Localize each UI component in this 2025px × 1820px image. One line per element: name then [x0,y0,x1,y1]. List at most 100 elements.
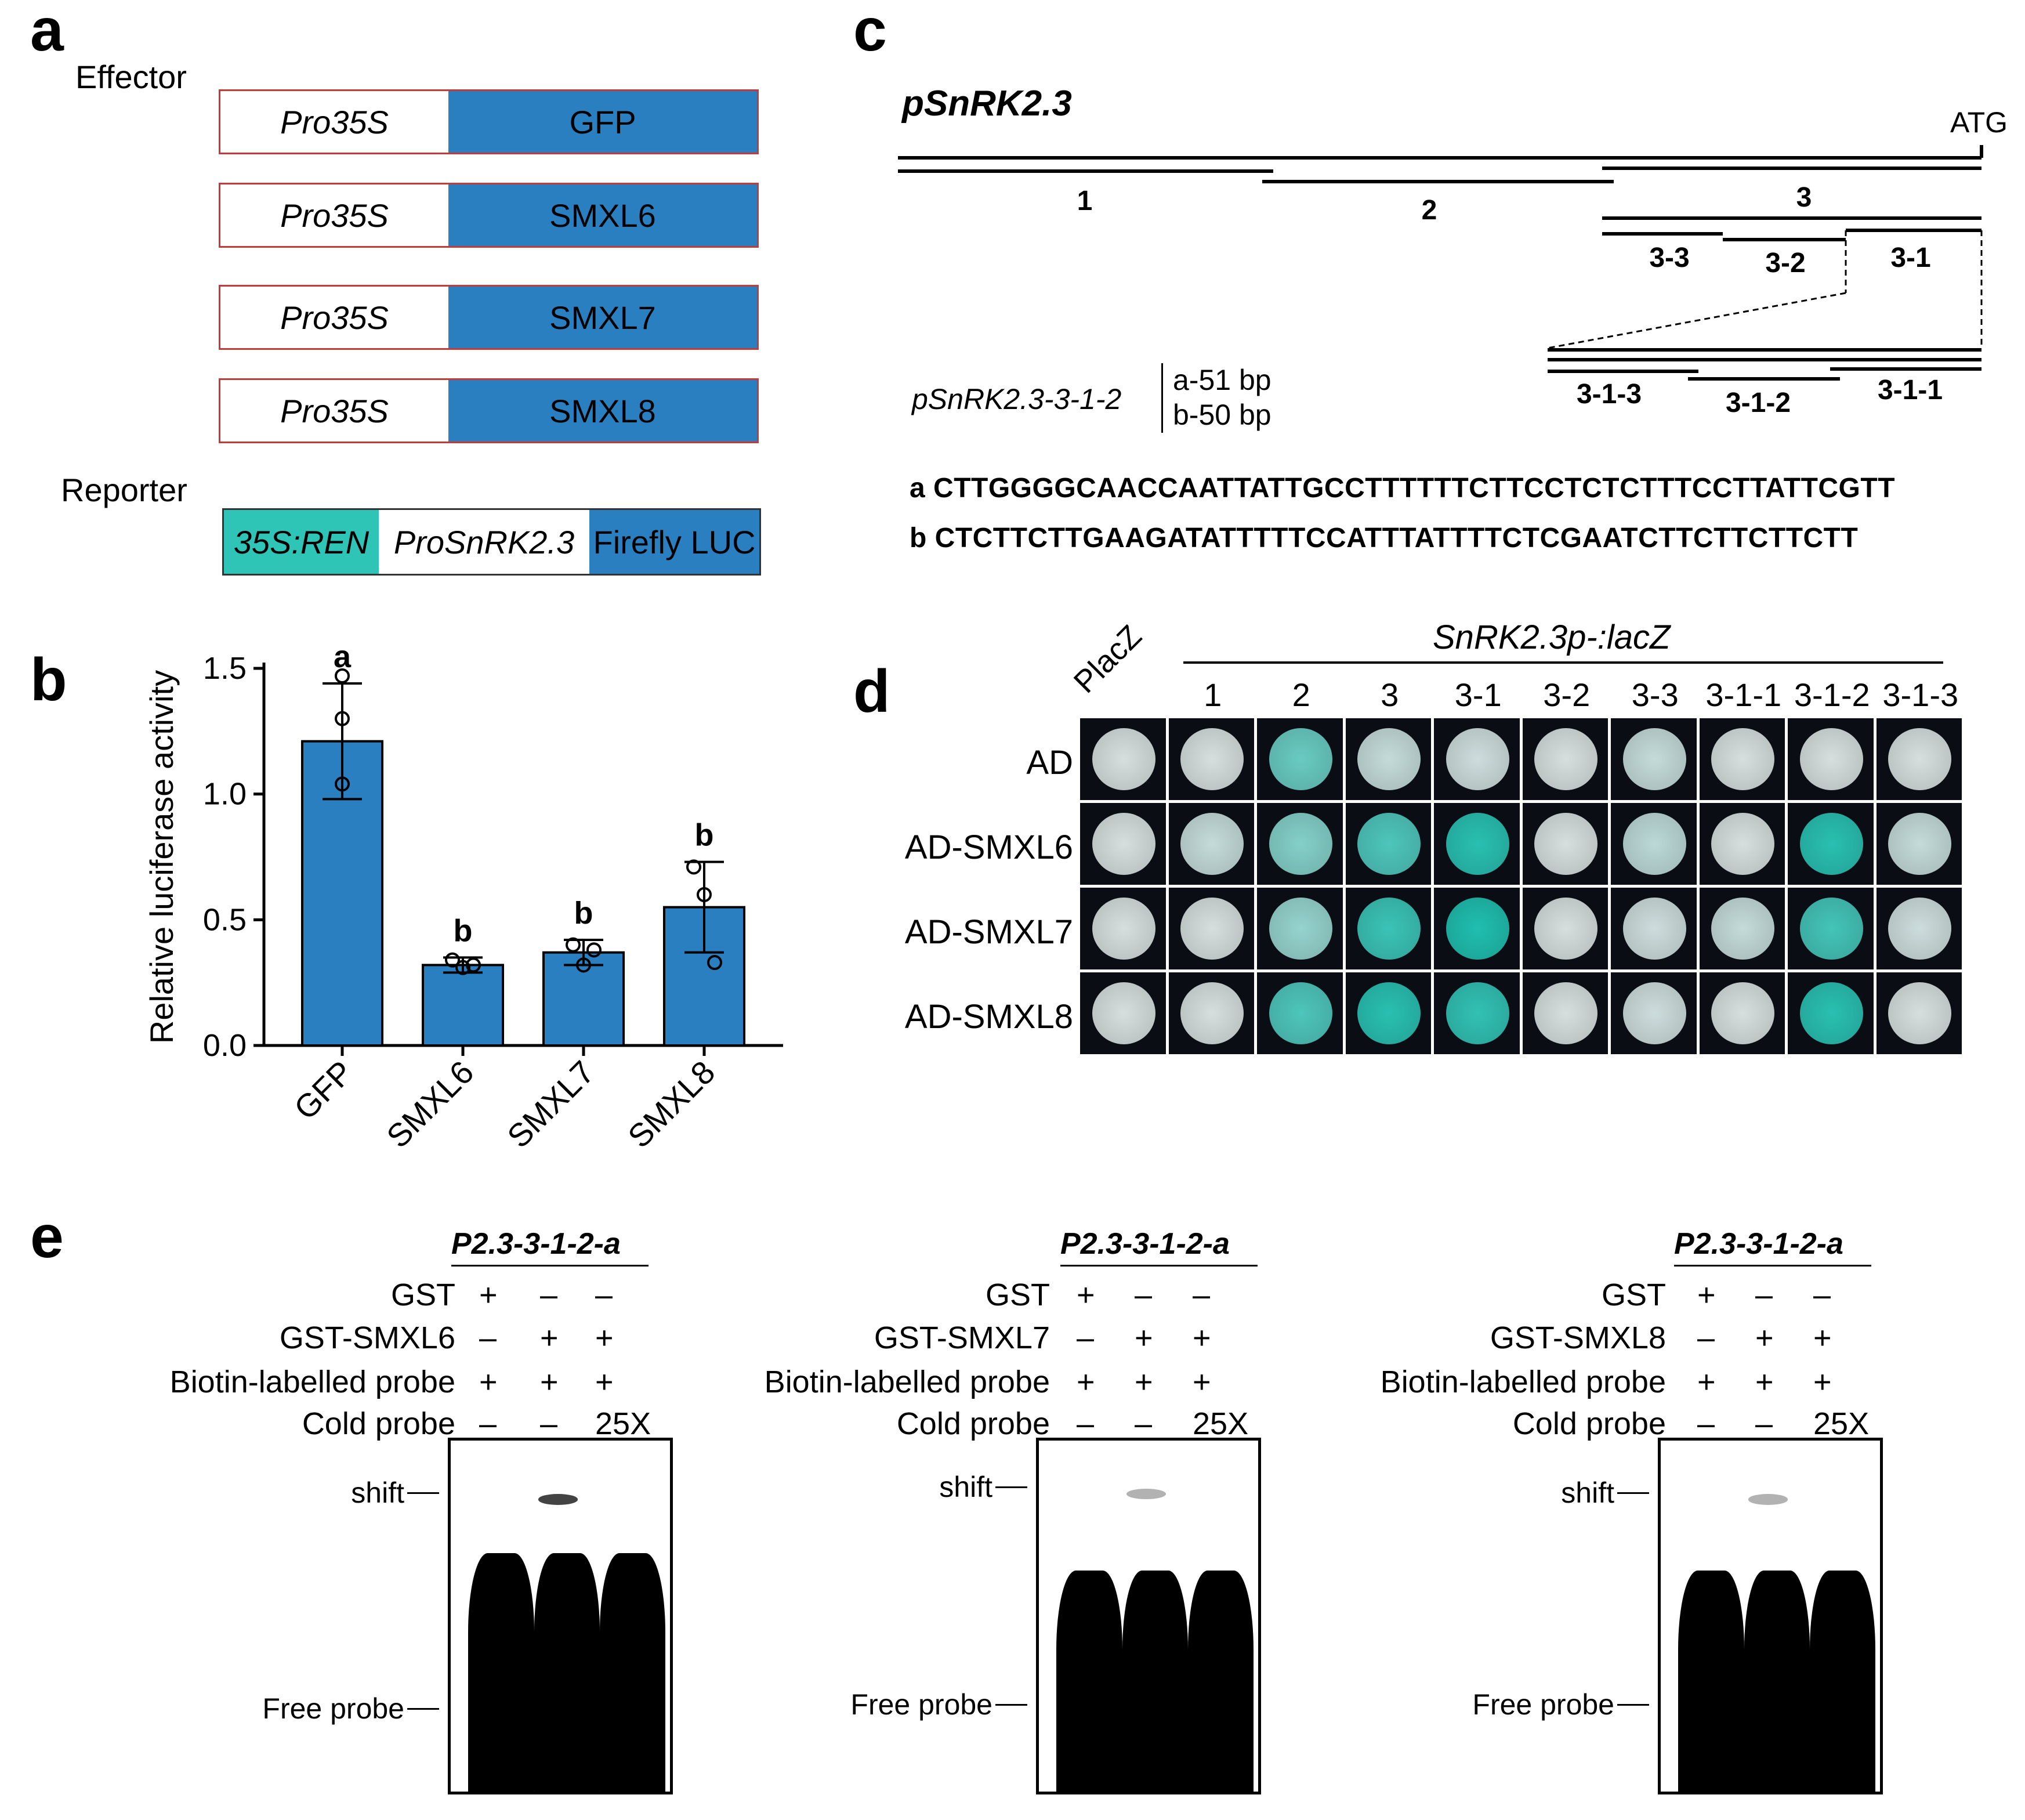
significance-letter: a [334,639,352,674]
yeast-cell [1699,803,1785,885]
yeast-colony [1180,728,1244,791]
free-probe-smear [1056,1570,1122,1792]
sequence-b: b CTCTTCTTGAAGATATTTTTCCATTTATTTTCTCGAAT… [910,523,1859,553]
shift-label: shift [351,1477,404,1509]
data-point [576,957,591,973]
col-label: 3 [1381,676,1399,713]
fragment-label-3-1-3: 3-1-3 [1577,379,1642,410]
yeast-colony [1180,897,1244,960]
construct-gene: GFP [448,91,757,153]
condition-sign: + [540,1365,559,1399]
construct-gene: SMXL8 [448,380,757,442]
yeast-colony [1888,982,1952,1045]
col-label: 2 [1292,676,1310,713]
shift-band [1748,1494,1788,1505]
free-probe-smear [534,1553,600,1792]
yeast-colony [1357,897,1421,960]
emsa-gel [448,1438,673,1794]
fragment-label-3-2: 3-2 [1765,248,1805,278]
yeast-colony [1446,982,1509,1045]
yeast-colony [1180,812,1244,875]
yeast-colony [1799,812,1863,875]
construct-smxl7: Pro35S SMXL7 [219,285,759,350]
condition-sign: + [1813,1365,1832,1399]
yeast-colony [1357,728,1421,791]
biotin-row-label: Biotin-labelled probe [1380,1365,1666,1399]
yeast-colony [1357,982,1421,1045]
free-probe-smear [1678,1570,1744,1792]
yeast-cell [1522,718,1608,800]
y-tick-label: 1.0 [203,777,247,812]
yeast-cell [1168,972,1254,1054]
sequence-a: a CTTGGGGCAACCAATTATTGCCTTTTTTCTTCCTCTCT… [910,473,1896,504]
fragment-label-3-1-2: 3-1-2 [1726,388,1791,418]
probe-underline [1060,1265,1258,1267]
fragment-label-3-3: 3-3 [1649,243,1689,273]
condition-sign: – [595,1278,613,1312]
free-probe-label: Free probe [850,1688,992,1721]
yeast-colony [1269,812,1332,875]
yeast-colony [1711,897,1775,960]
lacz-header-line [1183,661,1943,664]
data-point [707,955,722,970]
condition-sign: 25X [1193,1406,1249,1441]
condition-sign: + [479,1365,498,1399]
bar [542,951,625,1047]
condition-sign: + [1193,1365,1211,1399]
yeast-cell [1611,972,1697,1054]
free-probe-smear [468,1553,534,1792]
yeast-cell [1434,972,1520,1054]
yeast-cell [1080,888,1166,969]
yeast-colony [1622,812,1686,875]
yeast-colony [1092,812,1155,875]
yeast-cell [1876,888,1962,969]
reporter-luc: Firefly LUC [589,510,759,574]
fragment-b-length: b-50 bp [1173,399,1271,431]
condition-sign: – [1077,1406,1095,1441]
col-label: 1 [1204,676,1222,713]
yeast-colony [1269,728,1332,791]
yeast-colony [1534,897,1598,960]
yeast-cell [1522,972,1608,1054]
reporter-label: Reporter [61,472,187,508]
yeast-cell [1080,972,1166,1054]
free-probe-smear [1744,1570,1810,1792]
bar [663,906,745,1047]
emsa-gel [1036,1438,1261,1794]
condition-sign: – [1755,1406,1773,1441]
protein-row-label: GST-SMXL8 [1490,1320,1666,1355]
fragment-label-3-1-1: 3-1-1 [1878,375,1943,406]
cold-row-label: Cold probe [1512,1406,1666,1441]
probe-underline [451,1265,649,1267]
row-label: AD-SMXL6 [904,828,1073,866]
yeast-cell [1080,718,1166,800]
yeast-cell [1257,718,1343,800]
condition-sign: – [1697,1320,1715,1355]
yeast-cell [1876,972,1962,1054]
condition-sign: + [540,1320,559,1355]
panel-letter-c: c [853,0,887,64]
fragment-label-3: 3 [1796,182,1812,213]
row-label: AD-SMXL8 [904,998,1073,1036]
yeast-cell [1522,803,1608,885]
data-point [586,942,602,958]
effector-label: Effector [75,59,187,95]
fragment-label-3-1: 3-1 [1890,243,1930,273]
free-probe-smear [1122,1570,1189,1792]
yeast-cell [1788,803,1874,885]
probe-underline [1674,1265,1871,1267]
free-probe-arrow [407,1708,439,1710]
emsa-gel [1658,1438,1883,1794]
yeast-cell [1168,718,1254,800]
data-point [686,859,701,875]
condition-sign: + [479,1278,498,1312]
x-tick-label: SMXL8 [621,1054,722,1155]
probe-name: P2.3-3-1-2-a [1674,1227,1843,1261]
data-point [335,668,350,683]
shift-band [1126,1488,1167,1499]
condition-sign: + [1755,1320,1774,1355]
x-tick-label: SMXL7 [500,1054,601,1155]
protein-row-label: GST-SMXL6 [279,1320,455,1355]
zoom-dash-left-diag [1547,292,1846,349]
yeast-cell [1522,888,1608,969]
